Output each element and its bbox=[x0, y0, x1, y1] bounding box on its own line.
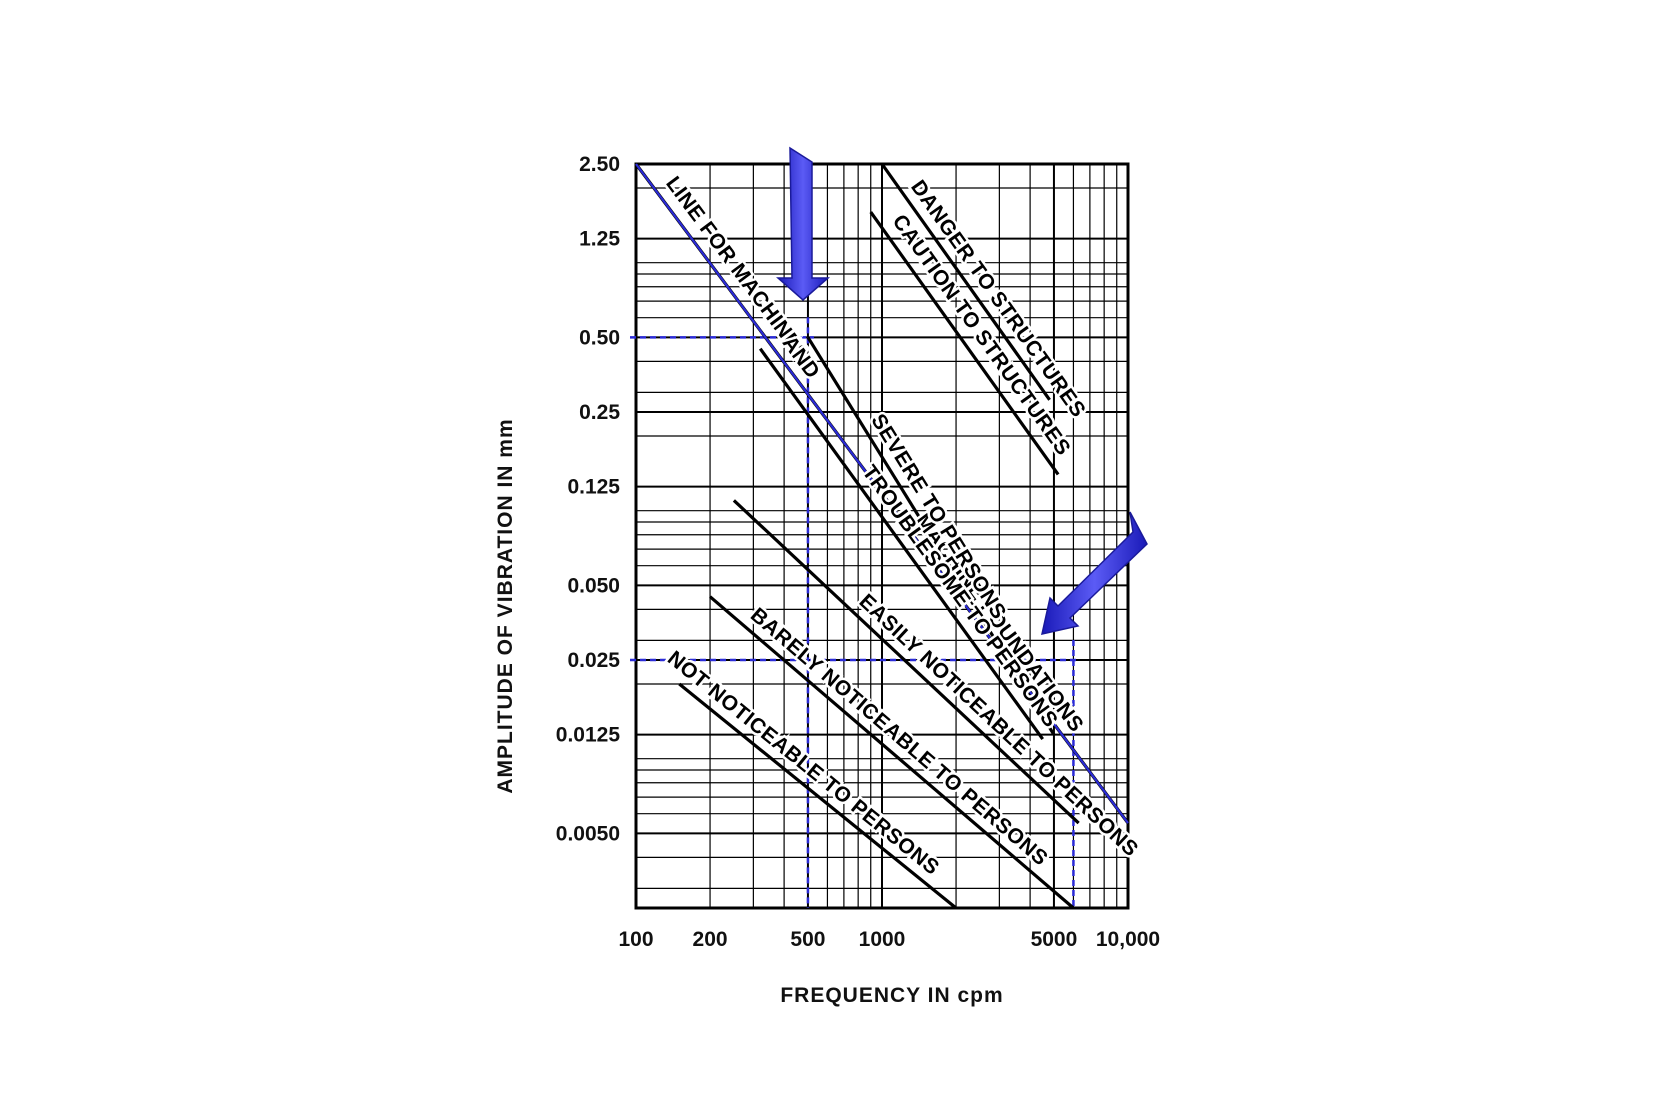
y-tick-label: 0.0050 bbox=[556, 822, 620, 845]
series-line-2 bbox=[869, 211, 1060, 476]
x-tick-label: 1000 bbox=[859, 928, 906, 951]
x-tick-label: 5000 bbox=[1031, 928, 1078, 951]
y-tick-label: 0.25 bbox=[579, 401, 620, 424]
band-label-4: AND bbox=[778, 332, 825, 383]
series-line-5 bbox=[758, 347, 1044, 740]
x-tick-label: 200 bbox=[693, 928, 728, 951]
y-axis-title: AMPLITUDE OF VIBRATION IN mm bbox=[494, 418, 517, 793]
series-line-6 bbox=[732, 499, 1080, 825]
grid bbox=[634, 162, 1130, 910]
x-axis-title: FREQUENCY IN cpm bbox=[780, 984, 1003, 1007]
series-line-1 bbox=[880, 163, 1051, 401]
highlight-arrows bbox=[776, 146, 1148, 635]
x-tick-label: 500 bbox=[790, 928, 825, 951]
band-label-10: NOT NOTICEABLE TO PERSONS bbox=[663, 647, 944, 880]
x-tick-label: 100 bbox=[618, 928, 653, 951]
diagonal-arrow-icon bbox=[1041, 511, 1148, 635]
y-tick-label: 0.025 bbox=[567, 649, 620, 672]
y-tick-label: 1.25 bbox=[579, 228, 620, 251]
y-tick-label: 2.50 bbox=[579, 153, 620, 176]
y-tick-label: 0.50 bbox=[579, 326, 620, 349]
y-tick-label: 0.0125 bbox=[556, 724, 621, 747]
series-line-7 bbox=[709, 595, 1075, 910]
machine-line-highlight bbox=[635, 163, 1129, 824]
series-line-8 bbox=[678, 682, 958, 910]
band-label-2: CAUTION TO STRUCTURES bbox=[888, 210, 1075, 459]
x-tick-label: 10,000 bbox=[1096, 928, 1160, 951]
band-label-6: SEVERE TO PERSONS bbox=[866, 410, 1010, 623]
down-arrow-icon bbox=[776, 146, 830, 301]
y-tick-label: 0.050 bbox=[567, 574, 620, 597]
tick-labels: 100 200 500 1000 5000 10,000 2.50 1.25 0.50 0.25 0… bbox=[556, 153, 1160, 951]
y-tick-label: 0.125 bbox=[567, 476, 620, 499]
series-lines bbox=[634, 163, 1130, 910]
